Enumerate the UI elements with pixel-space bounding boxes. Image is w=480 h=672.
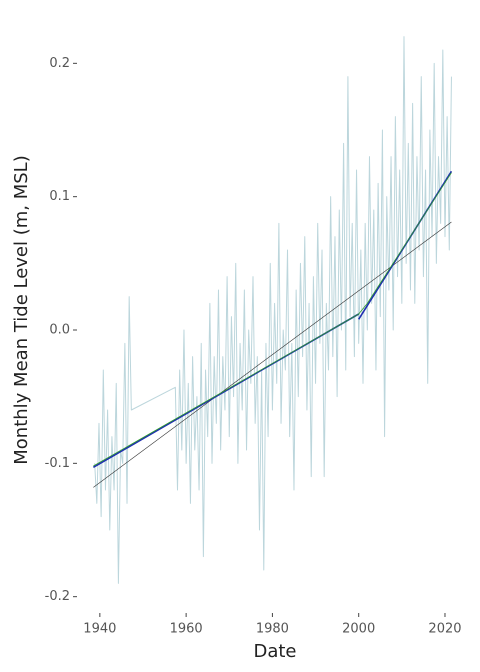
y-tick-label: -0.1 xyxy=(45,456,70,471)
y-tick-label: 0.1 xyxy=(49,189,70,204)
x-tick-label: 1980 xyxy=(256,622,289,637)
x-tick-label: 2000 xyxy=(342,622,375,637)
x-tick-label: 2020 xyxy=(428,622,461,637)
x-axis-label: Date xyxy=(253,641,296,662)
series-line xyxy=(92,170,453,469)
series-line xyxy=(94,36,452,584)
series-line xyxy=(93,172,452,467)
y-tick-label: 0.0 xyxy=(49,323,70,338)
y-tick-label: -0.2 xyxy=(45,589,70,604)
y-axis-label: Monthly Mean Tide Level (m, MSL) xyxy=(11,155,32,464)
x-tick-label: 1960 xyxy=(170,622,203,637)
series-line xyxy=(93,221,452,488)
x-tick-label: 1940 xyxy=(83,622,116,637)
y-tick-label: 0.2 xyxy=(49,56,70,71)
